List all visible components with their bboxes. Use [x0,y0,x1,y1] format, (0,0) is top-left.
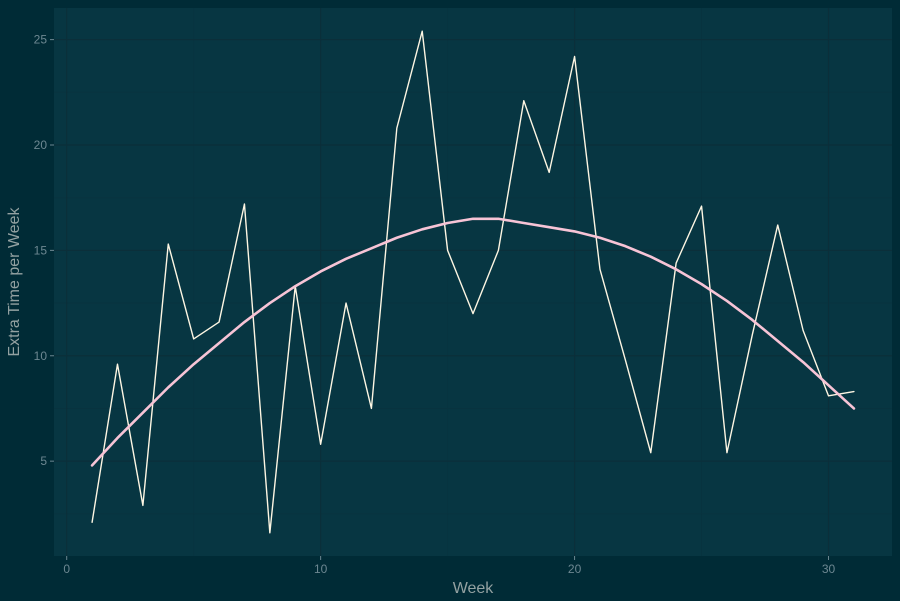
y-tick-label: 10 [34,349,48,363]
x-tick-label: 0 [63,562,70,576]
weekly-series-line [91,30,855,534]
x-axis-title: Week [453,580,495,597]
series-layer [90,30,856,534]
x-tick-label: 10 [314,562,328,576]
minor-gridlines [54,8,892,556]
y-tick-label: 25 [34,33,48,47]
plot-panel [54,8,892,556]
y-axis-ticks: 5 10 15 20 25 [34,33,54,468]
x-tick-label: 30 [822,562,836,576]
y-tick-label: 5 [40,454,47,468]
y-tick-label: 15 [34,243,48,257]
x-tick-label: 20 [568,562,582,576]
major-gridlines [54,8,892,556]
x-axis-ticks: 0 10 20 30 [63,556,836,576]
y-axis-title: Extra Time per Week [6,206,23,356]
y-tick-label: 20 [34,138,48,152]
smooth-trend-line [90,217,856,467]
